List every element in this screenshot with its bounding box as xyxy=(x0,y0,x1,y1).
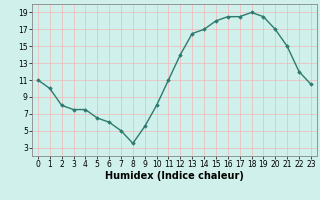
X-axis label: Humidex (Indice chaleur): Humidex (Indice chaleur) xyxy=(105,171,244,181)
